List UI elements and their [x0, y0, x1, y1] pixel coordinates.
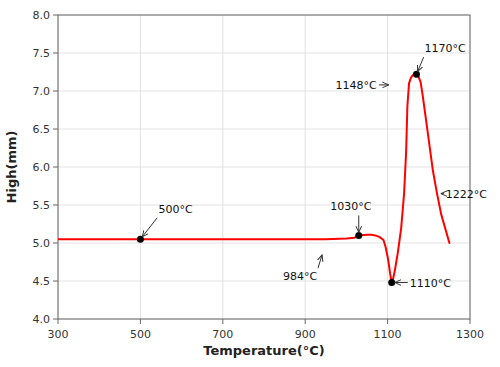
tick-label: 7.5: [33, 47, 51, 60]
tick-mark: [53, 205, 58, 206]
grid-line: [58, 243, 470, 244]
tick-mark: [53, 53, 58, 54]
tick-label: 8.0: [33, 9, 51, 22]
annotation-text: 1110°C: [410, 277, 451, 290]
tick-label: 500: [130, 328, 151, 341]
grid-line: [58, 205, 470, 206]
annotation-arrow: [318, 255, 322, 268]
tick-label: 6.5: [33, 123, 51, 136]
annotation-arrow: [395, 282, 408, 283]
annotation-text: 1030°C: [330, 200, 371, 213]
tick-label: 700: [212, 328, 233, 341]
tick-mark: [222, 319, 223, 324]
tick-label: 4.5: [33, 275, 51, 288]
tick-label: 1300: [456, 328, 484, 341]
tick-mark: [305, 319, 306, 324]
annotation-text: 500°C: [158, 203, 192, 216]
annotation-text: 1222°C: [446, 188, 487, 201]
point: [413, 71, 420, 78]
tick-label: 7.0: [33, 85, 51, 98]
tick-mark: [53, 129, 58, 130]
tick-label: 5.5: [33, 199, 51, 212]
annotation-text: 984°C: [283, 270, 317, 283]
tick-label: 5.0: [33, 237, 51, 250]
tick-mark: [53, 167, 58, 168]
tick-mark: [53, 15, 58, 16]
annotation-text: 1170°C: [424, 42, 465, 55]
tick-mark: [140, 319, 141, 324]
tick-label: 1100: [374, 328, 402, 341]
grid-line: [58, 281, 470, 282]
annotation-arrow: [441, 193, 444, 194]
plot-area: [58, 15, 470, 319]
annotation-text: 1148°C: [336, 79, 377, 92]
grid: [58, 15, 470, 319]
grid-line: [58, 53, 470, 54]
plot-frame: [58, 15, 470, 319]
annotation-arrow: [358, 215, 359, 232]
tick-mark: [53, 319, 58, 320]
point: [388, 279, 395, 286]
tick-mark: [58, 319, 59, 324]
line: [58, 74, 449, 282]
axes: 300 500 700 900 1100 1300 4.0 4.5 5.0 5.5 6.0 6.5 7.…: [33, 9, 485, 341]
tick-label: 4.0: [33, 313, 51, 326]
annotation-arrow: [418, 57, 424, 71]
tick-mark: [387, 319, 388, 324]
tick-label: 900: [295, 328, 316, 341]
tick-mark: [53, 91, 58, 92]
grid-line: [58, 129, 470, 130]
y-axis-label: High(mm): [4, 131, 19, 204]
tick-label: 300: [48, 328, 69, 341]
annotation-arrow: [379, 84, 389, 85]
tick-mark: [53, 243, 58, 244]
annotations: 500°C 984°C 1030°C 1148°C 1170°C 1222°C 1110°C: [142, 42, 487, 289]
tick-mark: [53, 281, 58, 282]
tick-mark: [470, 319, 471, 324]
annotation-arrow: [142, 218, 157, 237]
point: [355, 232, 362, 239]
grid-line: [58, 167, 470, 168]
data: [58, 71, 449, 286]
chart: 300 500 700 900 1100 1300 4.0 4.5 5.0 5.5 6.0 6.5 7.…: [0, 0, 500, 367]
x-axis-label: Temperature(°C): [203, 343, 324, 358]
tick-label: 6.0: [33, 161, 51, 174]
